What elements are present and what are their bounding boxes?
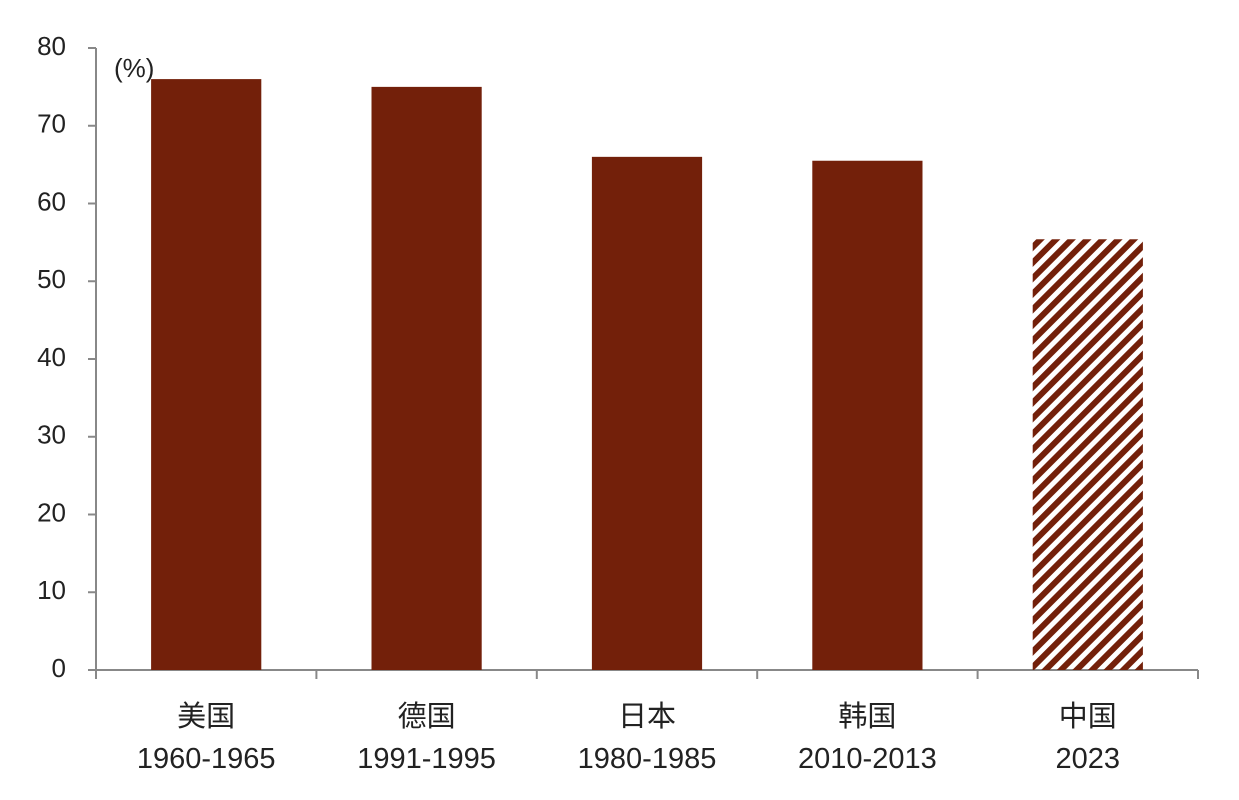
bar [371,86,482,670]
y-tick-label: 60 [37,186,66,216]
y-tick-label: 10 [37,575,66,605]
y-tick-label: 0 [52,653,66,683]
y-tick-label: 30 [37,420,66,450]
x-tick-label: 美国 1960-1965 [136,701,276,775]
bar [812,160,923,671]
unit-annotation: (%) [114,53,154,83]
x-tick-label: 日本 1980-1985 [577,701,717,775]
bar [591,156,703,671]
y-tick-label: 50 [37,264,66,294]
y-tick-label: 80 [37,31,66,61]
x-tick-label: 中国 2023 [1055,701,1121,775]
bar [1032,239,1143,670]
y-tick-label: 40 [37,342,66,372]
y-tick-label: 20 [37,497,66,527]
x-tick-label: 德国 1991-1995 [357,701,496,775]
x-tick-label: 韩国 2010-2013 [798,701,937,775]
bar [151,79,262,671]
y-tick-label: 70 [37,109,66,139]
